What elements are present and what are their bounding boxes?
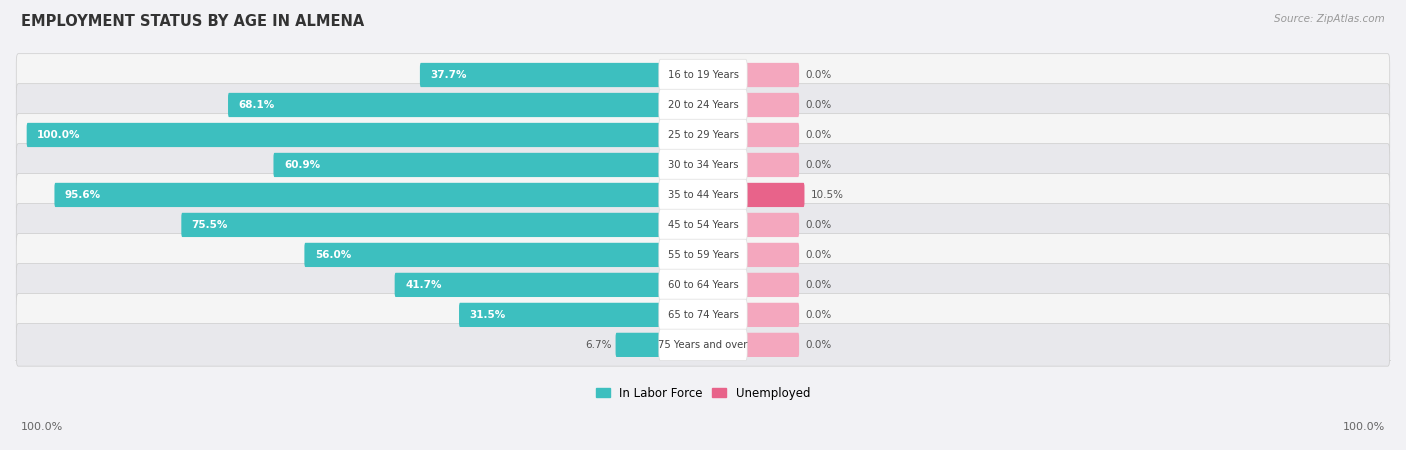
Text: 100.0%: 100.0% [37, 130, 80, 140]
Text: 30 to 34 Years: 30 to 34 Years [668, 160, 738, 170]
Text: 65 to 74 Years: 65 to 74 Years [668, 310, 738, 320]
FancyBboxPatch shape [747, 303, 799, 327]
Text: 20 to 24 Years: 20 to 24 Years [668, 100, 738, 110]
Text: Source: ZipAtlas.com: Source: ZipAtlas.com [1274, 14, 1385, 23]
FancyBboxPatch shape [747, 153, 799, 177]
Text: 0.0%: 0.0% [806, 340, 832, 350]
FancyBboxPatch shape [747, 333, 799, 357]
FancyBboxPatch shape [420, 63, 659, 87]
Text: 100.0%: 100.0% [21, 422, 63, 432]
FancyBboxPatch shape [659, 329, 747, 360]
Text: 56.0%: 56.0% [315, 250, 352, 260]
FancyBboxPatch shape [659, 119, 747, 151]
FancyBboxPatch shape [747, 243, 799, 267]
FancyBboxPatch shape [305, 243, 659, 267]
Text: 0.0%: 0.0% [806, 310, 832, 320]
FancyBboxPatch shape [17, 264, 1389, 306]
Text: 0.0%: 0.0% [806, 220, 832, 230]
FancyBboxPatch shape [616, 333, 659, 357]
FancyBboxPatch shape [458, 303, 659, 327]
Text: 0.0%: 0.0% [806, 280, 832, 290]
Text: 6.7%: 6.7% [585, 340, 612, 350]
Text: 35 to 44 Years: 35 to 44 Years [668, 190, 738, 200]
FancyBboxPatch shape [659, 149, 747, 180]
Text: 25 to 29 Years: 25 to 29 Years [668, 130, 738, 140]
Text: 0.0%: 0.0% [806, 160, 832, 170]
FancyBboxPatch shape [17, 204, 1389, 246]
Text: 16 to 19 Years: 16 to 19 Years [668, 70, 738, 80]
FancyBboxPatch shape [747, 63, 799, 87]
Legend: In Labor Force, Unemployed: In Labor Force, Unemployed [591, 382, 815, 404]
FancyBboxPatch shape [274, 153, 659, 177]
FancyBboxPatch shape [17, 54, 1389, 96]
FancyBboxPatch shape [55, 183, 659, 207]
FancyBboxPatch shape [659, 209, 747, 241]
Text: 0.0%: 0.0% [806, 130, 832, 140]
FancyBboxPatch shape [659, 59, 747, 91]
FancyBboxPatch shape [17, 234, 1389, 276]
Text: 41.7%: 41.7% [405, 280, 441, 290]
Text: 31.5%: 31.5% [470, 310, 506, 320]
Text: 37.7%: 37.7% [430, 70, 467, 80]
FancyBboxPatch shape [228, 93, 659, 117]
Text: 0.0%: 0.0% [806, 250, 832, 260]
FancyBboxPatch shape [27, 123, 659, 147]
FancyBboxPatch shape [181, 213, 659, 237]
Text: 45 to 54 Years: 45 to 54 Years [668, 220, 738, 230]
Text: 100.0%: 100.0% [1343, 422, 1385, 432]
Text: 75 Years and over: 75 Years and over [658, 340, 748, 350]
FancyBboxPatch shape [747, 123, 799, 147]
FancyBboxPatch shape [747, 93, 799, 117]
Text: 0.0%: 0.0% [806, 70, 832, 80]
FancyBboxPatch shape [747, 183, 804, 207]
FancyBboxPatch shape [395, 273, 659, 297]
FancyBboxPatch shape [17, 84, 1389, 126]
Text: 60.9%: 60.9% [284, 160, 321, 170]
Text: 95.6%: 95.6% [65, 190, 101, 200]
FancyBboxPatch shape [17, 114, 1389, 156]
FancyBboxPatch shape [659, 299, 747, 331]
Text: 75.5%: 75.5% [191, 220, 228, 230]
Text: 68.1%: 68.1% [239, 100, 274, 110]
FancyBboxPatch shape [659, 89, 747, 121]
FancyBboxPatch shape [659, 239, 747, 270]
Text: 10.5%: 10.5% [811, 190, 844, 200]
FancyBboxPatch shape [659, 269, 747, 301]
FancyBboxPatch shape [747, 213, 799, 237]
Text: 0.0%: 0.0% [806, 100, 832, 110]
FancyBboxPatch shape [17, 293, 1389, 336]
Text: EMPLOYMENT STATUS BY AGE IN ALMENA: EMPLOYMENT STATUS BY AGE IN ALMENA [21, 14, 364, 28]
FancyBboxPatch shape [17, 324, 1389, 366]
Text: 60 to 64 Years: 60 to 64 Years [668, 280, 738, 290]
FancyBboxPatch shape [17, 174, 1389, 216]
FancyBboxPatch shape [747, 273, 799, 297]
FancyBboxPatch shape [659, 179, 747, 211]
Text: 55 to 59 Years: 55 to 59 Years [668, 250, 738, 260]
FancyBboxPatch shape [17, 144, 1389, 186]
